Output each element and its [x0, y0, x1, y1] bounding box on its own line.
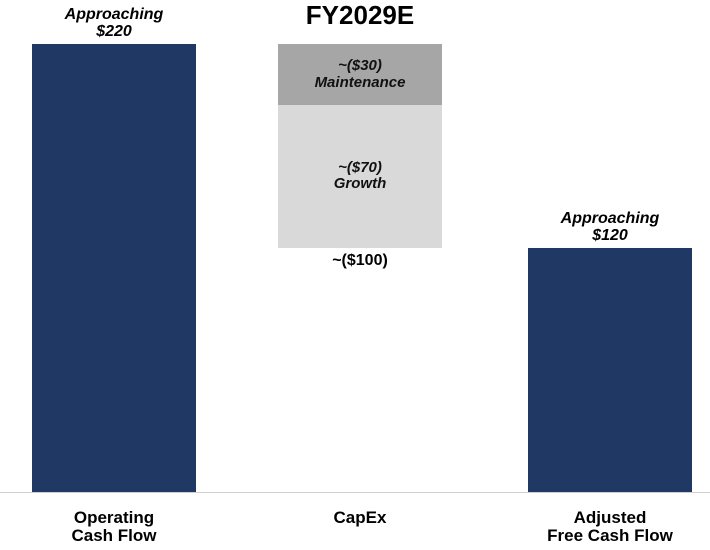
chart-title: FY2029E: [305, 0, 415, 30]
segment-label: Growth: [333, 175, 387, 193]
segment-label: Maintenance: [314, 73, 406, 91]
segment-label: ~($30): [338, 57, 382, 75]
segment: ~($30) Maintenance: [278, 44, 442, 106]
bar: [32, 44, 196, 492]
value-label: Approaching $220: [64, 6, 164, 41]
x-tick-label: CapEx: [333, 508, 387, 527]
segment-label: ~($70): [338, 158, 382, 176]
value-label: Approaching $120: [560, 210, 660, 244]
bar: [528, 247, 692, 492]
baseline: [0, 492, 710, 493]
x-tick-label: Operating Cash Flow: [71, 508, 157, 545]
segment: ~($70) Growth: [278, 105, 442, 248]
value-label: ~($100): [332, 251, 388, 269]
total-bar: [278, 44, 442, 248]
x-tick-label: Adjusted Free Cash Flow: [547, 508, 673, 545]
